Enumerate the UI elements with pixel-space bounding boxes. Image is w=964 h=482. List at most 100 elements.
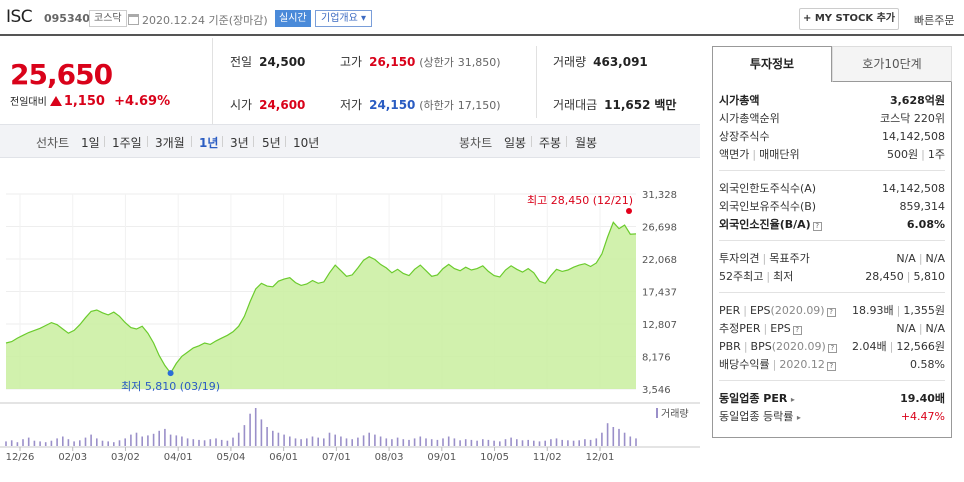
dividend-year: 2020.12	[779, 358, 825, 371]
help-icon[interactable]: ?	[812, 222, 822, 231]
low-label: 저가	[340, 98, 363, 112]
quick-order-link[interactable]: 빠른주문	[914, 14, 955, 27]
volume-bar	[493, 440, 495, 446]
volume-bar	[589, 439, 592, 446]
est-eps-value: N/A	[925, 322, 945, 335]
period-3m[interactable]: 3개월	[155, 136, 185, 150]
tab-invest-info[interactable]: 투자정보	[712, 46, 832, 82]
volume-bar	[635, 438, 637, 446]
est-per-label: 추정PER	[719, 322, 761, 335]
period-5y[interactable]: 5년	[262, 136, 281, 150]
volume-bar	[209, 439, 212, 446]
period-1y[interactable]: 1년	[199, 136, 219, 150]
volume-bar	[181, 436, 183, 446]
volume-bar	[203, 440, 206, 446]
row-sector-chg[interactable]: 동일업종 등락률 ▸ +4.47%	[719, 408, 945, 426]
add-mystock-button[interactable]: + MY STOCK 추가	[799, 8, 899, 30]
y-tick-label: 17,437	[642, 288, 677, 299]
upper-value: 31,850)	[457, 56, 501, 69]
volume-bar	[618, 428, 620, 446]
panel-tabs: 투자정보 호가10단계	[712, 46, 952, 82]
period-monthly[interactable]: 월봉	[575, 136, 598, 150]
volume-bar	[317, 437, 319, 446]
volume-bar	[436, 439, 439, 446]
company-info-dropdown[interactable]: 기업개요 ▾	[315, 10, 372, 27]
volume-bar	[323, 438, 325, 446]
volume-bar	[232, 437, 234, 446]
x-tick-label: 10/05	[480, 452, 509, 463]
high-value: 26,150	[369, 55, 416, 69]
tab-order-book[interactable]: 호가10단계	[832, 46, 952, 82]
volume-bar	[482, 439, 484, 446]
volume-bar	[215, 438, 217, 446]
volume-bar	[220, 439, 223, 446]
w52-low-value: 5,810	[913, 270, 946, 283]
volume-bars	[5, 408, 637, 446]
opinion-value: N/A	[896, 252, 916, 265]
volume-bar	[147, 435, 149, 446]
volume-bar	[402, 439, 405, 446]
row-par: 액면가 | 매매단위 500원 | 1주	[719, 148, 945, 161]
row-sector-per[interactable]: 동일업종 PER ▸ 19.40배	[719, 390, 945, 408]
volume-bar	[84, 437, 87, 446]
open-label: 시가	[230, 98, 253, 112]
stat-high: 고가 26,150 (상한가 31,850)	[340, 53, 501, 70]
volume-bar	[5, 441, 7, 446]
volume-legend-label: 거래량	[661, 408, 689, 420]
amount-unit: 백만	[654, 98, 677, 112]
volume-bar	[260, 419, 263, 446]
upper-label: (상한가	[419, 56, 454, 69]
help-icon[interactable]: ?	[827, 344, 837, 353]
per-label: PER	[719, 304, 741, 317]
par-value: 500원	[887, 148, 919, 161]
date-info: 2020.12.24 기준(장마감)	[128, 12, 268, 28]
foreign-hold-label: 외국인보유주식수(B)	[719, 200, 817, 213]
period-1d[interactable]: 1일	[81, 136, 100, 150]
line-chart-label: 선차트	[36, 136, 70, 150]
stock-name[interactable]: ISC	[6, 7, 33, 27]
volume-bar	[595, 438, 598, 446]
low-marker	[167, 370, 174, 377]
y-tick-label: 12,807	[642, 320, 677, 331]
price-chart[interactable]: 31,328 26,698 22,068 17,437 12,807 8,176 3,546…	[0, 160, 700, 482]
amount-label: 거래대금	[553, 98, 598, 112]
period-1w[interactable]: 1주일	[112, 136, 142, 150]
period-weekly[interactable]: 주봉	[539, 136, 562, 150]
row-opinion: 투자의견 | 목표주가 N/A | N/A	[719, 252, 945, 265]
volume-bar	[33, 440, 36, 446]
volume-bar	[22, 439, 24, 446]
period-10y[interactable]: 10년	[293, 136, 320, 150]
help-icon[interactable]: ?	[826, 308, 836, 317]
help-icon[interactable]: ?	[826, 362, 836, 371]
low-label: 최저 5,810 (03/19)	[121, 380, 220, 393]
x-tick-label: 07/01	[322, 452, 351, 463]
calendar-icon	[128, 14, 139, 25]
help-icon[interactable]: ?	[792, 326, 802, 335]
x-tick-label: 08/03	[375, 452, 404, 463]
volume-bar	[62, 436, 64, 446]
period-daily[interactable]: 일봉	[504, 136, 527, 150]
period-3y[interactable]: 3년	[230, 136, 249, 150]
sector-per-value: 19.40배	[900, 392, 945, 405]
price-block: 25,650 전일대비 1,150 +4.69%	[0, 38, 212, 120]
divider	[719, 380, 945, 381]
volume-label: 거래량	[553, 55, 587, 69]
x-tick-label: 05/04	[216, 452, 245, 463]
cap-rank-label: 시가총액순위	[719, 112, 780, 125]
volume-bar	[504, 439, 507, 446]
volume-bar	[516, 439, 518, 446]
volume-bar	[623, 432, 626, 446]
volume-bar	[277, 432, 280, 446]
volume-bar	[584, 439, 586, 446]
volume-bar	[419, 436, 422, 446]
opinion-label: 투자의견	[719, 252, 760, 265]
price-area	[6, 222, 636, 389]
volume-bar	[578, 440, 580, 446]
price-line	[5, 221, 637, 375]
realtime-button[interactable]: 실시간	[275, 10, 311, 27]
foreign-limit-label: 외국인한도주식수(A)	[719, 182, 817, 195]
volume-bar	[385, 438, 388, 446]
volume-bar	[470, 439, 473, 446]
row-foreign-rate: 외국인소진율(B/A)? 6.08%	[719, 216, 945, 234]
volume-bar	[254, 408, 257, 446]
